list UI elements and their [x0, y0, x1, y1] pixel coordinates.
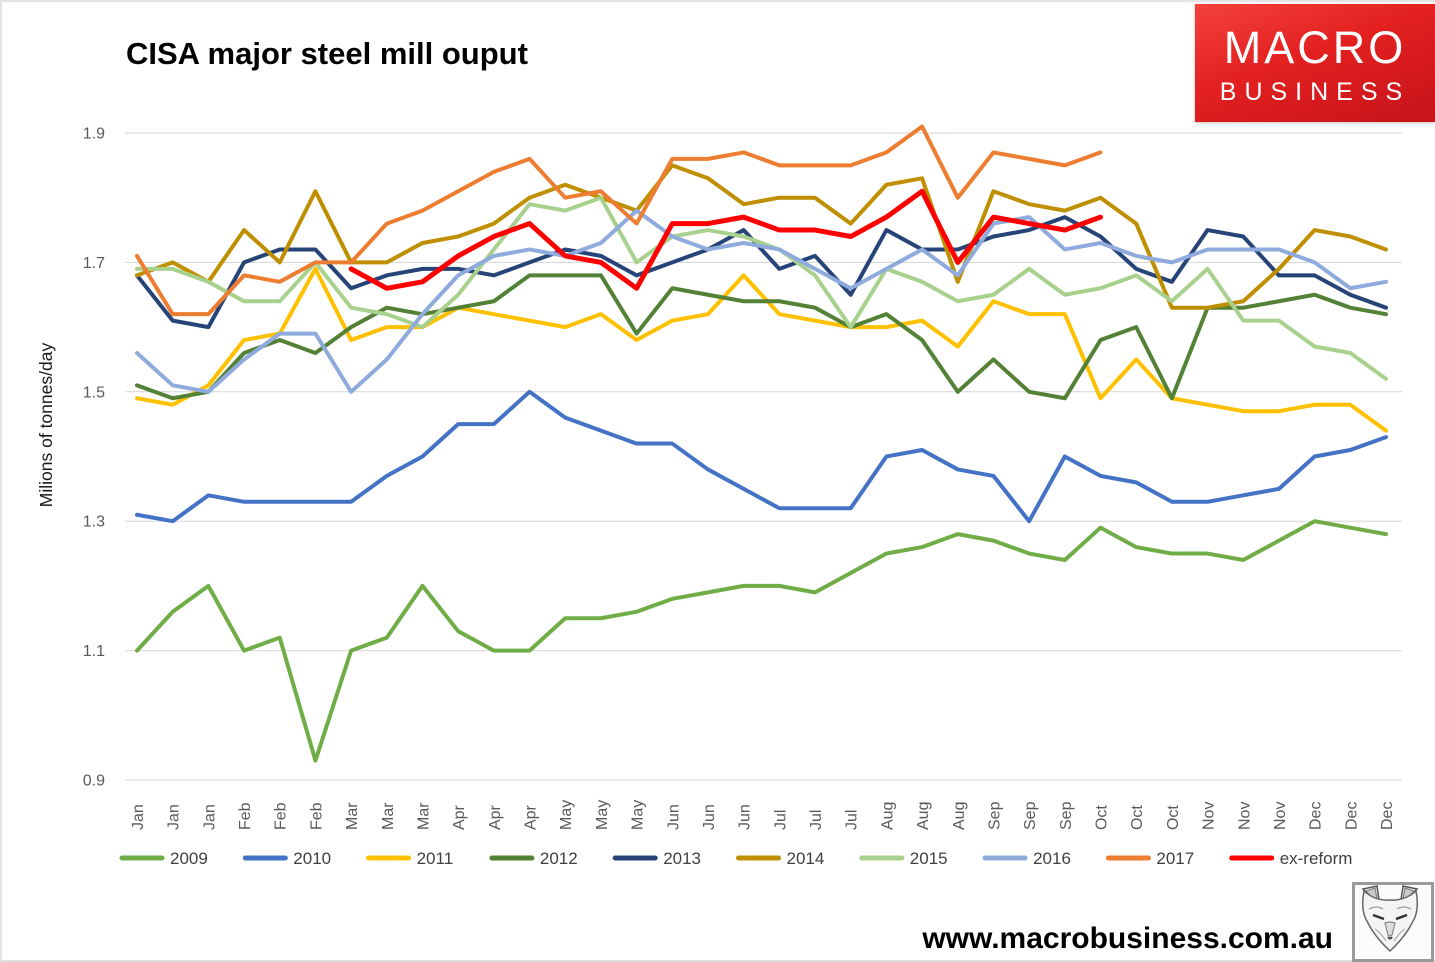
- series-line-2016: [135, 208, 1388, 394]
- x-tick-label: Jul: [808, 810, 825, 830]
- x-tick-label: Aug: [879, 802, 896, 830]
- logo-line-business: BUSINESS: [1219, 78, 1411, 106]
- x-tick-label: Jun: [701, 804, 718, 830]
- legend-label-2014: 2014: [787, 849, 825, 868]
- x-tick-label: Apr: [451, 804, 468, 830]
- y-tick-label: 1.7: [83, 255, 105, 272]
- y-tick-label: 1.9: [83, 126, 105, 143]
- x-tick-label: Apr: [523, 804, 540, 830]
- x-tick-label: Feb: [273, 802, 290, 830]
- legend-label-ex-reform: ex-reform: [1280, 849, 1353, 868]
- x-tick-label: Jul: [772, 810, 789, 830]
- legend-label-2012: 2012: [540, 849, 578, 868]
- series-line-ex-reform: [348, 188, 1104, 291]
- watermark-url[interactable]: www.macrobusiness.com.au: [922, 922, 1333, 955]
- series-line-2009: [135, 519, 1388, 763]
- x-tick-label: Oct: [1129, 805, 1146, 830]
- x-tick-label: Jul: [844, 810, 861, 830]
- x-tick-label: Sep: [1058, 801, 1075, 830]
- series-line-2013: [135, 215, 1388, 330]
- legend-label-2009: 2009: [170, 849, 208, 868]
- y-axis-title: Milions of tonnes/day: [36, 343, 56, 508]
- x-tick-label: Jun: [737, 804, 754, 830]
- y-tick-label: 1.5: [83, 384, 105, 401]
- y-tick-label: 1.1: [83, 643, 105, 660]
- legend-label-2010: 2010: [293, 849, 331, 868]
- legend-label-2017: 2017: [1156, 849, 1194, 868]
- x-tick-label: Mar: [380, 802, 397, 830]
- x-tick-label: Sep: [1022, 801, 1039, 830]
- series-line-2017: [135, 124, 1103, 317]
- series-line-2014: [135, 163, 1388, 310]
- macrobusiness-logo: MACRO BUSINESS: [1195, 4, 1435, 122]
- legend-label-2015: 2015: [910, 849, 948, 868]
- x-tick-label: Apr: [487, 804, 504, 830]
- fox-logo-box: [1352, 882, 1434, 962]
- x-tick-label: Jan: [130, 804, 147, 830]
- legend-label-2013: 2013: [663, 849, 701, 868]
- y-tick-label: 1.3: [83, 514, 105, 531]
- legend-label-2016: 2016: [1033, 849, 1071, 868]
- x-tick-label: Sep: [986, 801, 1003, 830]
- x-tick-label: Aug: [915, 802, 932, 830]
- x-tick-label: Jan: [201, 804, 218, 830]
- x-tick-label: Jan: [166, 804, 183, 830]
- x-tick-label: Nov: [1236, 802, 1253, 830]
- series-line-2015: [135, 195, 1388, 381]
- x-tick-label: Dec: [1308, 802, 1325, 830]
- x-tick-label: May: [630, 800, 647, 830]
- x-tick-label: Nov: [1272, 802, 1289, 830]
- x-tick-label: Dec: [1379, 802, 1396, 830]
- x-tick-label: May: [558, 800, 575, 830]
- logo-line-macro: MACRO: [1223, 22, 1407, 73]
- x-tick-label: May: [594, 800, 611, 830]
- series-line-2010: [135, 389, 1388, 524]
- legend-label-2011: 2011: [417, 849, 454, 868]
- x-tick-label: Oct: [1165, 805, 1182, 830]
- x-tick-label: Jun: [665, 804, 682, 830]
- x-tick-label: Feb: [237, 802, 254, 830]
- x-tick-label: Oct: [1094, 805, 1111, 830]
- x-tick-label: Feb: [308, 802, 325, 830]
- x-tick-label: Nov: [1201, 802, 1218, 830]
- x-tick-label: Mar: [344, 802, 361, 830]
- x-tick-label: Mar: [415, 802, 432, 830]
- x-tick-label: Aug: [951, 802, 968, 830]
- y-tick-label: 0.9: [83, 773, 105, 790]
- fox-sketch-icon: [1361, 885, 1419, 953]
- series-line-2012: [135, 273, 1388, 401]
- chart-title: CISA major steel mill ouput: [126, 36, 528, 71]
- x-tick-label: Dec: [1343, 802, 1360, 830]
- series-line-2011: [135, 266, 1388, 433]
